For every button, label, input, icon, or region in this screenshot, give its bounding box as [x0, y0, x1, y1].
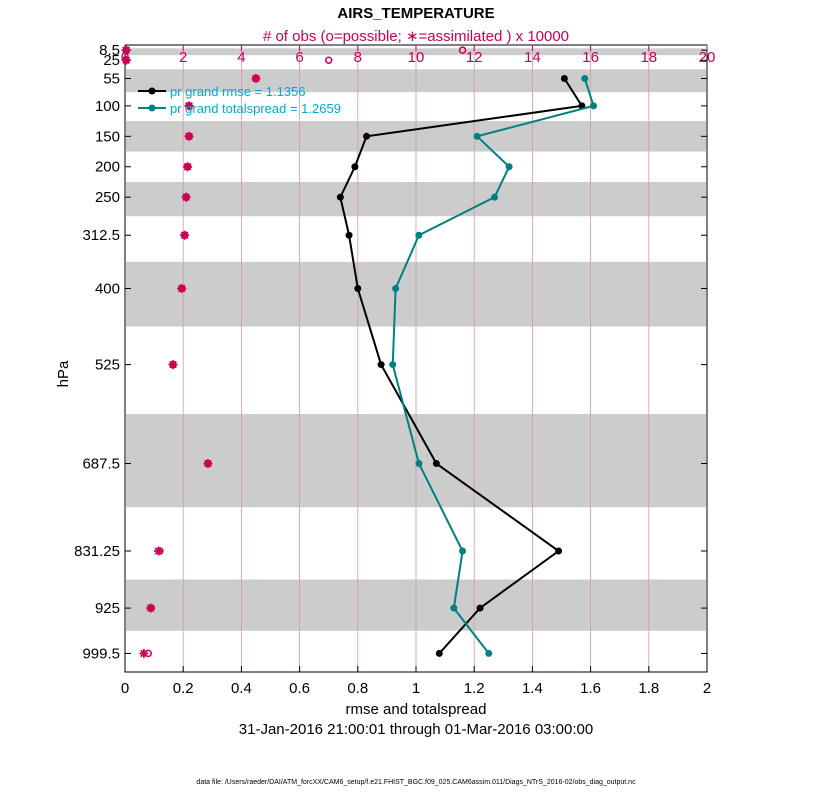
chart-title: AIRS_TEMPERATURE — [337, 5, 494, 22]
series-lines — [336, 74, 598, 657]
rmse-point — [377, 361, 385, 369]
x-tick-label: 0.2 — [173, 680, 194, 697]
x-tick-label: 0.4 — [231, 680, 252, 697]
totalspread-point — [415, 231, 423, 239]
obs-assimilated-marker — [139, 648, 149, 658]
y-tick-label: 925 — [95, 600, 120, 617]
totalspread-point — [590, 102, 598, 110]
x-tick-label: 1 — [412, 680, 420, 697]
obs-assimilated-marker — [251, 73, 261, 83]
totalspread-point — [450, 604, 458, 612]
obs-assimilated-marker — [177, 283, 187, 293]
obs-assimilated-marker — [121, 45, 131, 55]
y-tick-label: 831.25 — [74, 543, 120, 560]
obs-assimilated-marker — [168, 360, 178, 370]
obs-count-gridlines — [182, 45, 650, 672]
rmse-point — [555, 547, 563, 555]
top-tick-label: 16 — [582, 49, 599, 66]
y-tick-label: 8.5 — [99, 42, 120, 59]
top-tick-label: 18 — [640, 49, 657, 66]
top-tick-label: 12 — [466, 49, 483, 66]
y-tick-label: 55 — [103, 70, 120, 87]
legend-spread-marker — [148, 104, 156, 112]
obs-markers — [121, 45, 467, 658]
rmse-point — [432, 460, 440, 468]
y-axis-label: hPa — [55, 360, 72, 387]
y-tick-label: 687.5 — [82, 456, 120, 473]
top-axis-ticks: 0 2 4 6 8 10 12 14 16 18 20 — [121, 45, 716, 66]
totalspread-point — [392, 284, 400, 292]
top-axis-label: # of obs (o=possible; ∗=assimilated ) x … — [263, 28, 569, 45]
date-range: 31-Jan-2016 21:00:01 through 01-Mar-2016… — [239, 721, 593, 738]
totalspread-point — [473, 132, 481, 140]
y-tick-label: 25 — [103, 52, 120, 69]
x-tick-label: 1.8 — [638, 680, 659, 697]
top-tick-label: 10 — [408, 49, 425, 66]
y-tick-label: 525 — [95, 357, 120, 374]
x-tick-label: 0.8 — [347, 680, 368, 697]
rmse-point — [435, 649, 443, 657]
obs-assimilated-marker — [121, 55, 131, 65]
data-file-footer: data file: /Users/raeder/DAI/ATM_forcXX/… — [196, 779, 636, 786]
x-tick-label: 0.6 — [289, 680, 310, 697]
rmse-point — [560, 74, 568, 82]
obs-assimilated-marker — [153, 546, 163, 556]
totalspread-point — [415, 460, 423, 468]
obs-assimilated-marker — [203, 459, 213, 469]
y-tick-label: 200 — [95, 159, 120, 176]
obs-assimilated-marker — [146, 603, 156, 613]
totalspread-point — [505, 163, 513, 171]
obs-assimilated-marker — [180, 230, 190, 240]
legend-spread-label: pr grand totalspread = 1.2659 — [170, 101, 341, 116]
rmse-point — [363, 132, 371, 140]
legend-rmse-label: pr grand rmse = 1.1356 — [170, 84, 306, 99]
obs-possible-marker — [458, 46, 467, 54]
x-tick-label: 2 — [703, 680, 711, 697]
obs-assimilated-marker — [183, 162, 193, 172]
x-tick-label: 1.4 — [522, 680, 543, 697]
top-tick-label: 8 — [354, 49, 362, 66]
obs-assimilated-marker — [181, 192, 191, 202]
legend: pr grand rmse = 1.1356 pr grand totalspr… — [138, 84, 341, 116]
y-tick-label: 312.5 — [82, 227, 120, 244]
top-tick-label: 14 — [524, 49, 541, 66]
totalspread-point — [491, 193, 499, 201]
totalspread-point — [581, 74, 589, 82]
obs-assimilated-marker — [184, 101, 194, 111]
top-tick-label: 4 — [237, 49, 245, 66]
legend-rmse-marker — [148, 87, 156, 95]
totalspread-point — [389, 361, 397, 369]
bottom-axis-ticks: 0 0.2 0.4 0.6 0.8 1 1.2 1.4 1.6 1.8 2 — [121, 666, 711, 697]
y-tick-label: 999.5 — [82, 645, 120, 662]
rmse-point — [354, 284, 362, 292]
rmse-point — [351, 163, 359, 171]
x-tick-label: 1.2 — [464, 680, 485, 697]
x-axis-label: rmse and totalspread — [346, 701, 487, 718]
totalspread-point — [459, 547, 467, 555]
y-tick-label: 250 — [95, 189, 120, 206]
obs-possible-marker — [324, 56, 333, 64]
obs-assimilated-marker — [184, 131, 194, 141]
rmse-point — [476, 604, 484, 612]
totalspread-point — [485, 649, 493, 657]
rmse-line — [339, 77, 584, 655]
rmse-point — [345, 231, 353, 239]
top-tick-label: 2 — [179, 49, 187, 66]
y-tick-label: 100 — [95, 98, 120, 115]
top-tick-label: 20 — [699, 49, 716, 66]
y-tick-label: 150 — [95, 128, 120, 145]
x-tick-label: 1.6 — [580, 680, 601, 697]
rmse-point — [336, 193, 344, 201]
y-tick-label: 400 — [95, 280, 120, 297]
top-tick-label: 6 — [295, 49, 303, 66]
x-tick-label: 0 — [121, 680, 129, 697]
totalspread-line — [391, 78, 595, 655]
